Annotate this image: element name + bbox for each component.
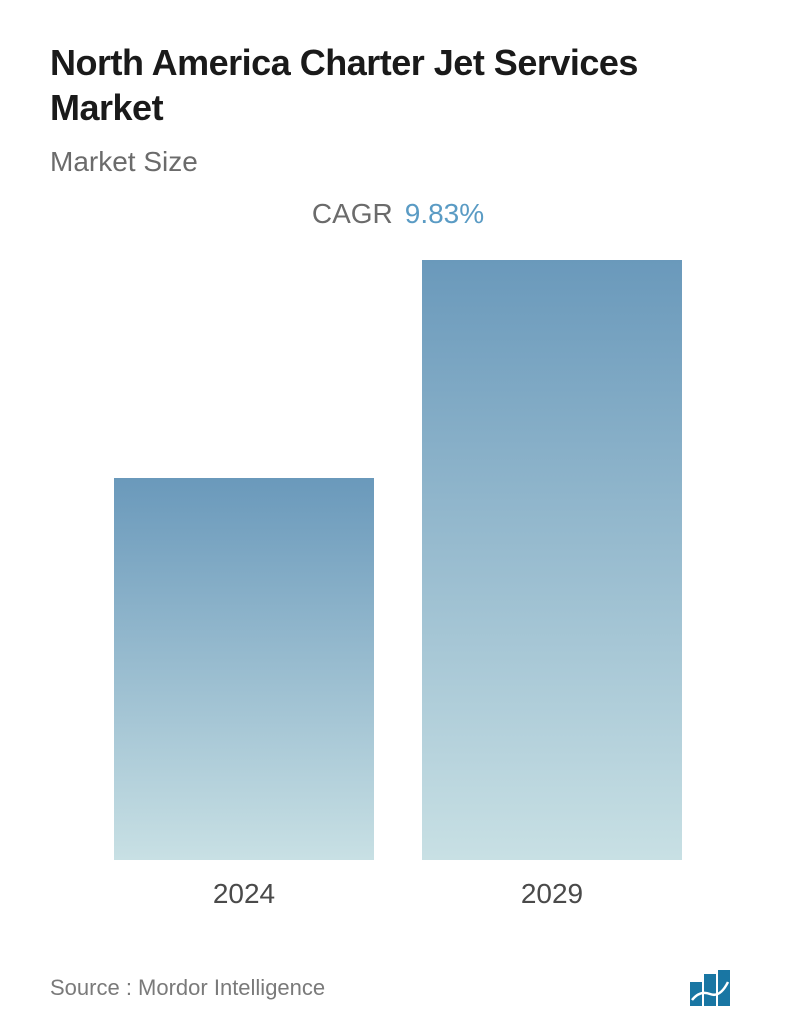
bar-wrapper-0: 2024: [114, 478, 374, 910]
bar-label-1: 2029: [521, 878, 583, 910]
logo-icon: [690, 970, 746, 1006]
bar-0: [114, 478, 374, 860]
chart-subtitle: Market Size: [50, 146, 746, 178]
bar-label-0: 2024: [213, 878, 275, 910]
source-text: Source : Mordor Intelligence: [50, 975, 325, 1001]
footer: Source : Mordor Intelligence: [50, 970, 746, 1006]
cagr-value: 9.83%: [405, 198, 484, 229]
cagr-label: CAGR: [312, 198, 393, 229]
chart-area: 2024 2029: [50, 260, 746, 910]
logo: [690, 970, 746, 1006]
bar-1: [422, 260, 682, 860]
bar-wrapper-1: 2029: [422, 260, 682, 910]
chart-title: North America Charter Jet Services Marke…: [50, 40, 746, 130]
cagr-row: CAGR 9.83%: [50, 198, 746, 230]
